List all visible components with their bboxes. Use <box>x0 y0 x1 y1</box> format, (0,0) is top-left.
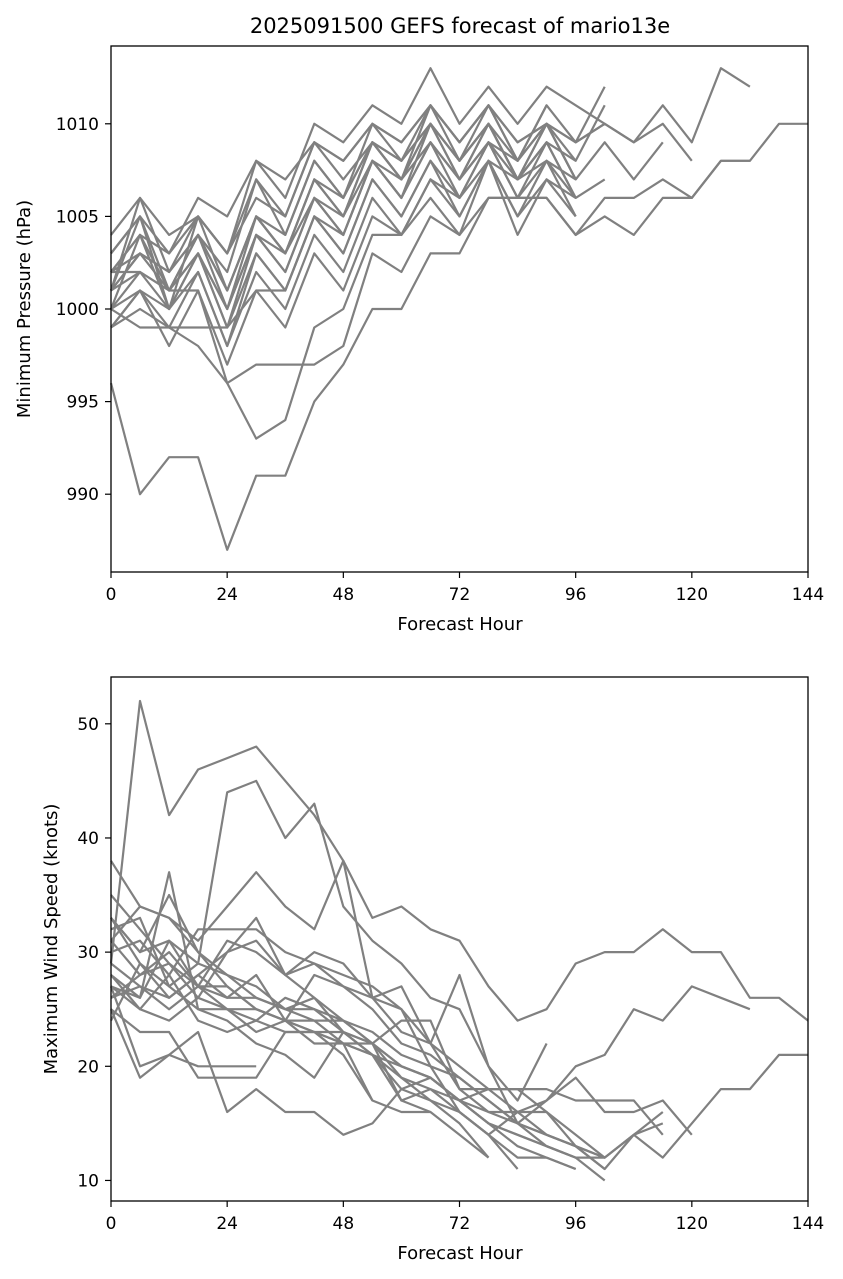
wind-y-tick-label: 10 <box>77 1171 99 1191</box>
wind-series-line-17 <box>110 939 519 1170</box>
wind-x-tick-label: 96 <box>565 1214 587 1234</box>
pressure-series-line-18 <box>110 141 577 329</box>
wind-x-tick-label: 72 <box>449 1214 471 1234</box>
wind-series-group <box>109 699 809 1182</box>
wind-x-tick-label: 48 <box>333 1214 355 1234</box>
wind-y-axis-label: Maximum Wind Speed (knots) <box>41 804 62 1075</box>
pressure-series-line-1 <box>109 159 750 551</box>
pressure-series-line-19 <box>110 141 577 348</box>
wind-y-tick-label: 40 <box>77 829 99 849</box>
wind-y-tick-label: 50 <box>77 715 99 735</box>
pressure-x-tick-label: 120 <box>676 585 708 605</box>
pressure-x-tick-label: 0 <box>106 585 117 605</box>
pressure-series-line-15 <box>109 104 577 311</box>
wind-series-line-6 <box>109 986 257 1068</box>
pressure-x-tick-label: 24 <box>216 585 238 605</box>
pressure-series-group <box>109 67 808 551</box>
wind-series-line-19 <box>110 939 490 1159</box>
wind-x-axis-label: Forecast Hour <box>397 1243 523 1264</box>
pressure-y-tick-label: 990 <box>67 485 99 505</box>
pressure-series-line-20 <box>110 122 577 311</box>
pressure-x-tick-label: 48 <box>333 585 355 605</box>
wind-x-tick-label: 120 <box>676 1214 708 1234</box>
wind-y-tick-label: 20 <box>77 1057 99 1077</box>
pressure-plot-frame <box>110 45 809 573</box>
wind-series-line-16 <box>110 893 577 1171</box>
pressure-x-axis-label: Forecast Hour <box>397 614 523 635</box>
pressure-y-tick-label: 1005 <box>56 207 99 227</box>
pressure-series-line-3 <box>110 159 606 440</box>
pressure-y-axis-label: Minimum Pressure (hPa) <box>14 200 35 418</box>
pressure-axis-ticks: 0 24 48 72 96 120 144 990 995 1000 1005 1010 <box>56 115 824 605</box>
wind-series-line-1 <box>109 699 809 1022</box>
wind-series-line-18 <box>110 1008 490 1159</box>
wind-series-line-13 <box>110 916 606 1182</box>
pressure-y-tick-label: 1000 <box>56 300 99 320</box>
pressure-y-tick-label: 1010 <box>56 115 99 135</box>
wind-x-tick-label: 0 <box>106 1214 117 1234</box>
pressure-y-tick-label: 995 <box>67 393 99 413</box>
pressure-x-tick-label: 144 <box>792 585 824 605</box>
wind-x-tick-label: 24 <box>216 1214 238 1234</box>
pressure-panel: 2025091500 GEFS forecast of mario13e 0 24… <box>14 14 824 635</box>
pressure-series-line-16 <box>110 104 548 255</box>
wind-plot-frame <box>110 676 809 1202</box>
wind-series-line-7 <box>110 905 664 1136</box>
wind-x-tick-label: 144 <box>792 1214 824 1234</box>
wind-y-tick-label: 30 <box>77 943 99 963</box>
wind-axis-ticks: 0 24 48 72 96 120 144 10 20 30 40 50 <box>77 715 824 1234</box>
chart-title: 2025091500 GEFS forecast of mario13e <box>250 14 670 38</box>
pressure-x-tick-label: 72 <box>449 585 471 605</box>
pressure-x-tick-label: 96 <box>565 585 587 605</box>
wind-series-line-21 <box>110 939 374 1102</box>
pressure-series-line-12 <box>110 159 577 329</box>
